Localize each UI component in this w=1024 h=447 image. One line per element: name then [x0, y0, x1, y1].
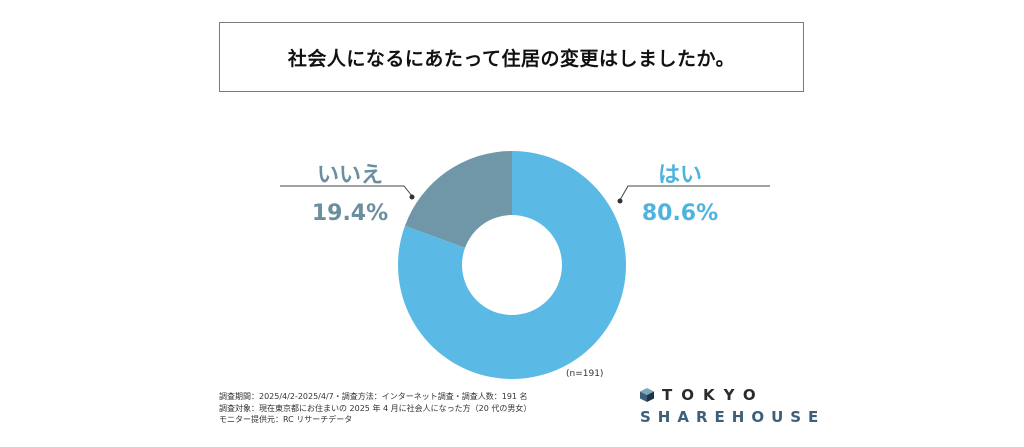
footnote-line: モニター提供元：RC リサーチデータ: [219, 415, 353, 424]
slice-label-yes: はい 80.6%: [630, 157, 730, 226]
sample-size-note: (n=191): [566, 369, 604, 379]
leader-dot-yes: [617, 198, 623, 204]
survey-footnotes: 調査期間：2025/4/2-2025/4/7・調査方法：インターネット調査・調査…: [219, 391, 531, 426]
slice-category-yes: はい: [657, 163, 702, 188]
brand-logo: TOKYO SHAREHOUSE: [640, 386, 820, 438]
logo-text-sharehouse: SHAREHOUSE: [640, 408, 826, 426]
donut-hole: [462, 215, 562, 315]
footnote-line: 調査期間：2025/4/2-2025/4/7・調査方法：インターネット調査・調査…: [219, 392, 528, 401]
slice-label-no: いいえ 19.4%: [300, 157, 400, 226]
slice-category-no: いいえ: [316, 163, 383, 188]
chart-title: 社会人になるにあたって住居の変更はしましたか。: [219, 22, 804, 92]
leader-line-no: [280, 185, 413, 197]
leader-line-yes: [619, 185, 770, 201]
cube-icon: [640, 388, 654, 402]
footnote-line: 調査対象：現在東京都にお住まいの 2025 年 4 月に社会人になった方（20 …: [219, 403, 532, 413]
leader-dot-no: [409, 194, 415, 200]
slice-percent-yes: 80.6%: [641, 201, 719, 226]
logo-text-tokyo: TOKYO: [662, 386, 765, 404]
slice-percent-no: 19.4%: [311, 201, 389, 226]
